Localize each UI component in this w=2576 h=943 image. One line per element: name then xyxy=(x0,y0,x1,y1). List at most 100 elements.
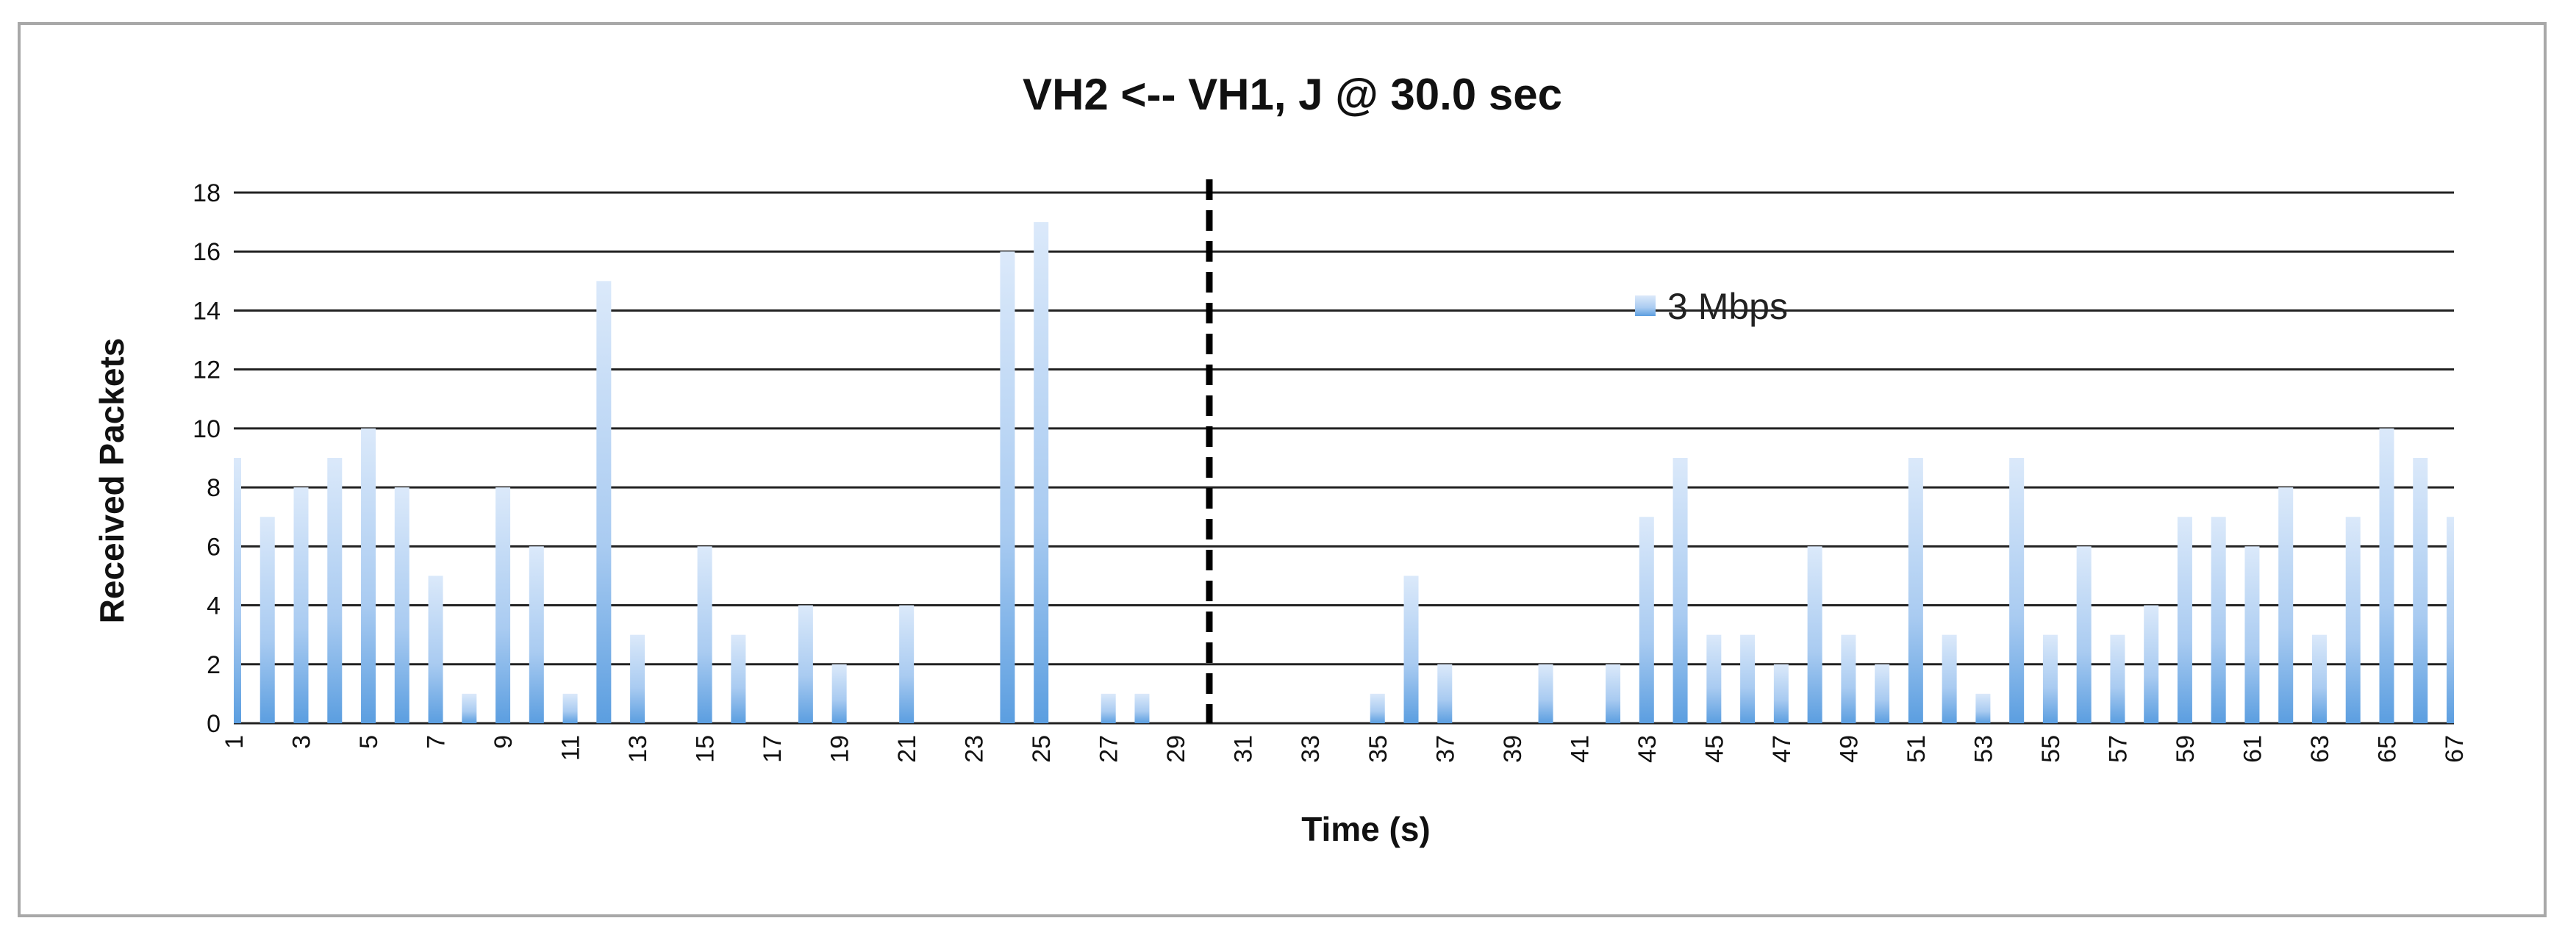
bar-t53 xyxy=(1975,693,1991,723)
bar-t8 xyxy=(462,693,477,723)
y-tick-label: 14 xyxy=(193,297,221,325)
bar-t27 xyxy=(1101,693,1116,723)
bar-t10 xyxy=(529,546,544,723)
bar-t1 xyxy=(234,458,241,723)
bar-t19 xyxy=(831,664,847,723)
x-tick-label: 47 xyxy=(1768,735,1796,763)
bar-t66 xyxy=(2413,458,2428,723)
x-tick-label: 13 xyxy=(624,735,652,763)
x-tick-label: 21 xyxy=(893,735,921,763)
bar-t6 xyxy=(394,487,409,723)
bar-t37 xyxy=(1437,664,1453,723)
bar-t61 xyxy=(2244,546,2260,723)
bar-t48 xyxy=(1807,546,1822,723)
bar-t58 xyxy=(2144,605,2159,723)
chart-frame: VH2 <-- VH1, J @ 30.0 sec 0 2 4 6 8 10 12 14 16 1… xyxy=(18,22,2547,917)
bar-t21 xyxy=(899,605,915,723)
y-tick-label: 2 xyxy=(207,651,221,679)
bar-t3 xyxy=(293,487,309,723)
bar-t40 xyxy=(1538,664,1553,723)
y-tick-label: 8 xyxy=(207,474,221,502)
bar-t52 xyxy=(1942,634,1957,723)
x-tick-label: 17 xyxy=(759,735,787,763)
bar-t64 xyxy=(2345,517,2361,723)
bar-t25 xyxy=(1034,222,1049,724)
bar-t13 xyxy=(630,634,645,723)
bar-t18 xyxy=(798,605,813,723)
x-tick-label: 45 xyxy=(1700,735,1728,763)
x-tick-label: 33 xyxy=(1297,735,1325,763)
y-tick-label: 10 xyxy=(193,415,221,443)
legend-label: 3 Mbps xyxy=(1667,286,1788,327)
x-tick-label: 59 xyxy=(2172,735,2200,763)
bar-t7 xyxy=(428,576,443,723)
bar-t4 xyxy=(327,458,343,723)
x-tick-label: 19 xyxy=(826,735,854,763)
bar-t12 xyxy=(596,281,612,723)
x-tick-labels: 1 3 5 7 9 11 13 15 17 19 21 23 25 27 29 31 33 35 37 39 41 43 4… xyxy=(221,735,2469,763)
y-tick-label: 16 xyxy=(193,238,221,266)
x-tick-label: 27 xyxy=(1095,735,1123,763)
bar-t9 xyxy=(495,487,511,723)
x-tick-label: 49 xyxy=(1835,735,1863,763)
x-tick-label: 67 xyxy=(2441,735,2469,763)
bar-t36 xyxy=(1403,576,1419,723)
bar-t65 xyxy=(2379,428,2394,723)
bar-t46 xyxy=(1740,634,1756,723)
x-tick-label: 31 xyxy=(1230,735,1258,763)
x-tick-label: 41 xyxy=(1566,735,1594,763)
bar-t15 xyxy=(697,546,712,723)
bar-t44 xyxy=(1672,458,1688,723)
bar-t67 xyxy=(2447,517,2454,723)
x-tick-label: 7 xyxy=(423,735,451,749)
y-tick-label: 18 xyxy=(193,179,221,207)
chart-svg: VH2 <-- VH1, J @ 30.0 sec 02468101214161… xyxy=(93,70,2469,848)
x-tick-label: 11 xyxy=(557,735,585,761)
bar-t2 xyxy=(260,517,275,723)
bar-t11 xyxy=(562,693,578,723)
legend-swatch xyxy=(1635,295,1656,316)
bar-t28 xyxy=(1134,693,1150,723)
x-tick-label: 43 xyxy=(1634,735,1661,763)
x-tick-label: 23 xyxy=(961,735,989,763)
bar-t54 xyxy=(2009,458,2025,723)
bar-t50 xyxy=(1875,664,1890,723)
x-tick-label: 5 xyxy=(355,735,383,749)
x-tick-label: 57 xyxy=(2104,735,2132,763)
y-tick-labels: 0 2 4 6 8 10 12 14 16 18 xyxy=(193,179,221,738)
y-tick-label: 0 xyxy=(207,710,221,738)
bar-t63 xyxy=(2311,634,2327,723)
bar-t55 xyxy=(2042,634,2058,723)
chart-title: VH2 <-- VH1, J @ 30.0 sec xyxy=(1023,70,1562,119)
y-tick-label: 6 xyxy=(207,533,221,561)
bar-t43 xyxy=(1639,517,1654,723)
y-tick-label: 12 xyxy=(193,356,221,384)
bar-t56 xyxy=(2076,546,2092,723)
bar-t49 xyxy=(1841,634,1856,723)
bar-t51 xyxy=(1908,458,1923,723)
bar-t47 xyxy=(1773,664,1789,723)
x-tick-label: 61 xyxy=(2239,735,2266,763)
bar-t59 xyxy=(2177,517,2192,723)
x-tick-label: 65 xyxy=(2373,735,2401,763)
x-tick-label: 29 xyxy=(1162,735,1190,763)
y-axis-title: Received Packets xyxy=(93,338,131,624)
x-tick-label: 53 xyxy=(1969,735,1997,763)
bar-t62 xyxy=(2278,487,2294,723)
x-tick-label: 37 xyxy=(1431,735,1459,763)
x-tick-label: 25 xyxy=(1028,735,1056,763)
x-tick-label: 1 xyxy=(221,735,248,749)
bar-t60 xyxy=(2211,517,2226,723)
x-tick-label: 63 xyxy=(2306,735,2334,763)
bar-t35 xyxy=(1370,693,1385,723)
legend: 3 Mbps xyxy=(1635,286,1788,327)
y-tick-label: 4 xyxy=(207,592,221,620)
x-tick-label: 55 xyxy=(2037,735,2065,763)
bar-t24 xyxy=(1000,251,1015,723)
bar-t42 xyxy=(1606,664,1621,723)
x-tick-label: 35 xyxy=(1364,735,1392,763)
x-tick-label: 3 xyxy=(288,735,316,749)
x-axis-title: Time (s) xyxy=(1301,810,1431,848)
x-tick-label: 15 xyxy=(692,735,720,763)
x-tick-label: 9 xyxy=(490,735,518,749)
